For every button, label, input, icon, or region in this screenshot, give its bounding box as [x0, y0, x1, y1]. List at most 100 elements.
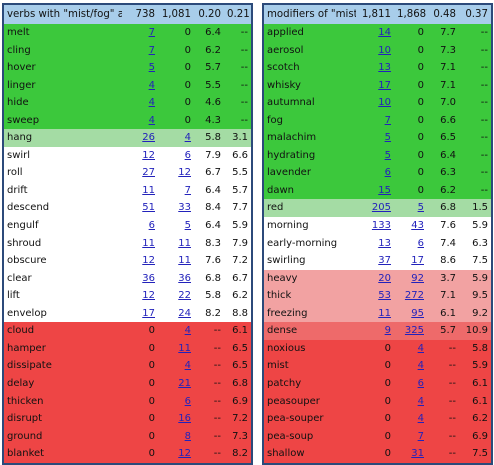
row-score-1: 7.0 — [427, 94, 459, 112]
row-score-1: 5.7 — [427, 322, 459, 340]
row-word: hydrating — [264, 146, 356, 165]
row-freq-1-link[interactable]: 4 — [122, 111, 158, 130]
row-score-1: 6.8 — [194, 269, 224, 288]
row-freq-2-link[interactable]: 6 — [158, 392, 194, 411]
row-freq-1: 0 — [356, 410, 394, 428]
row-freq-1-link[interactable]: 6 — [122, 217, 158, 235]
row-freq-1-link[interactable]: 7 — [356, 111, 394, 130]
row-freq-1: 0 — [356, 392, 394, 411]
row-freq-1: 0 — [356, 374, 394, 393]
row-freq-1-link[interactable]: 4 — [122, 94, 158, 112]
row-score-2: 6.9 — [459, 427, 491, 446]
row-freq-2-link[interactable]: 12 — [158, 164, 194, 182]
table-row: thicken 0 6 -- 6.9 — [4, 392, 251, 411]
row-freq-2-link[interactable]: 272 — [394, 287, 427, 305]
row-freq-2-link[interactable]: 11 — [158, 234, 194, 253]
row-freq-2-link[interactable]: 33 — [158, 199, 194, 218]
row-freq-1-link[interactable]: 10 — [356, 41, 394, 60]
row-freq-1-link[interactable]: 205 — [356, 199, 394, 218]
row-freq-1-link[interactable]: 12 — [122, 252, 158, 270]
table-row: morning 133 43 7.6 5.9 — [264, 217, 491, 235]
row-freq-2-link[interactable]: 8 — [158, 427, 194, 446]
row-freq-2-link[interactable]: 4 — [158, 322, 194, 340]
row-word: cling — [4, 41, 122, 60]
row-freq-2-link[interactable]: 12 — [158, 445, 194, 463]
row-freq-1-link[interactable]: 9 — [356, 322, 394, 340]
row-freq-2-link[interactable]: 36 — [158, 269, 194, 288]
row-word: roll — [4, 164, 122, 182]
row-freq-2: 0 — [394, 41, 427, 60]
row-freq-1-link[interactable]: 4 — [122, 76, 158, 95]
row-freq-2-link[interactable]: 6 — [158, 146, 194, 165]
row-freq-2-link[interactable]: 4 — [394, 392, 427, 411]
row-freq-1-link[interactable]: 37 — [356, 252, 394, 270]
row-freq-2-link[interactable]: 22 — [158, 287, 194, 305]
row-score-2: 5.9 — [459, 357, 491, 375]
row-freq-2-link[interactable]: 24 — [158, 304, 194, 323]
row-freq-1: 0 — [122, 374, 158, 393]
row-freq-1-link[interactable]: 17 — [122, 304, 158, 323]
row-freq-1-link[interactable]: 12 — [122, 287, 158, 305]
row-score-2: 8.8 — [224, 304, 251, 323]
row-freq-2-link[interactable]: 21 — [158, 374, 194, 393]
row-freq-2-link[interactable]: 16 — [158, 410, 194, 428]
row-score-2: 7.3 — [224, 427, 251, 446]
row-freq-1-link[interactable]: 17 — [356, 76, 394, 95]
row-freq-1-link[interactable]: 26 — [122, 129, 158, 147]
row-freq-1: 0 — [122, 445, 158, 463]
table-row: linger 4 0 5.5 -- — [4, 76, 251, 95]
row-freq-2-link[interactable]: 5 — [158, 217, 194, 235]
row-freq-1-link[interactable]: 12 — [122, 146, 158, 165]
row-freq-2-link[interactable]: 95 — [394, 304, 427, 323]
row-freq-1-link[interactable]: 11 — [122, 181, 158, 200]
row-freq-1-link[interactable]: 6 — [356, 164, 394, 182]
row-freq-1-link[interactable]: 27 — [122, 164, 158, 182]
row-freq-1-link[interactable]: 7 — [122, 41, 158, 60]
row-freq-2-link[interactable]: 7 — [158, 181, 194, 200]
row-freq-2-link[interactable]: 11 — [158, 252, 194, 270]
row-freq-1-link[interactable]: 11 — [356, 304, 394, 323]
row-freq-1: 0 — [122, 427, 158, 446]
row-freq-2-link[interactable]: 43 — [394, 217, 427, 235]
row-freq-2-link[interactable]: 4 — [158, 129, 194, 147]
table-row: lift 12 22 5.8 6.2 — [4, 287, 251, 305]
row-freq-2-link[interactable]: 6 — [394, 234, 427, 253]
row-score-2: -- — [459, 146, 491, 165]
row-score-2: 7.5 — [459, 445, 491, 463]
row-freq-1-link[interactable]: 13 — [356, 59, 394, 77]
row-freq-1-link[interactable]: 36 — [122, 269, 158, 288]
row-freq-2-link[interactable]: 11 — [158, 339, 194, 358]
header-count-2: 1,081 — [158, 5, 194, 24]
row-freq-2-link[interactable]: 4 — [394, 410, 427, 428]
row-freq-1-link[interactable]: 10 — [356, 94, 394, 112]
row-freq-1-link[interactable]: 53 — [356, 287, 394, 305]
table-row: freezing 11 95 6.1 9.2 — [264, 304, 491, 323]
row-freq-2-link[interactable]: 7 — [394, 427, 427, 446]
row-freq-2-link[interactable]: 92 — [394, 269, 427, 288]
row-freq-2-link[interactable]: 325 — [394, 322, 427, 340]
row-freq-1-link[interactable]: 5 — [122, 59, 158, 77]
row-freq-2-link[interactable]: 4 — [394, 357, 427, 375]
row-freq-1-link[interactable]: 5 — [356, 146, 394, 165]
header-score-1: 0.20 — [194, 5, 224, 24]
row-freq-2-link[interactable]: 17 — [394, 252, 427, 270]
row-freq-2-link[interactable]: 4 — [158, 357, 194, 375]
row-freq-2-link[interactable]: 31 — [394, 445, 427, 463]
row-freq-1-link[interactable]: 15 — [356, 181, 394, 200]
row-freq-1-link[interactable]: 20 — [356, 269, 394, 288]
row-freq-2-link[interactable]: 5 — [394, 199, 427, 218]
row-freq-1-link[interactable]: 133 — [356, 217, 394, 235]
row-word: early-morning — [264, 234, 356, 253]
row-freq-1-link[interactable]: 14 — [356, 24, 394, 42]
row-freq-2-link[interactable]: 4 — [394, 339, 427, 358]
row-score-1: -- — [427, 410, 459, 428]
row-freq-1-link[interactable]: 11 — [122, 234, 158, 253]
row-freq-1-link[interactable]: 5 — [356, 129, 394, 147]
row-freq-1-link[interactable]: 51 — [122, 199, 158, 218]
row-freq-2-link[interactable]: 6 — [394, 374, 427, 393]
row-score-2: 6.2 — [224, 287, 251, 305]
row-word: malachim — [264, 129, 356, 147]
row-freq-1-link[interactable]: 13 — [356, 234, 394, 253]
row-score-1: 4.6 — [194, 94, 224, 112]
row-freq-1-link[interactable]: 7 — [122, 24, 158, 42]
